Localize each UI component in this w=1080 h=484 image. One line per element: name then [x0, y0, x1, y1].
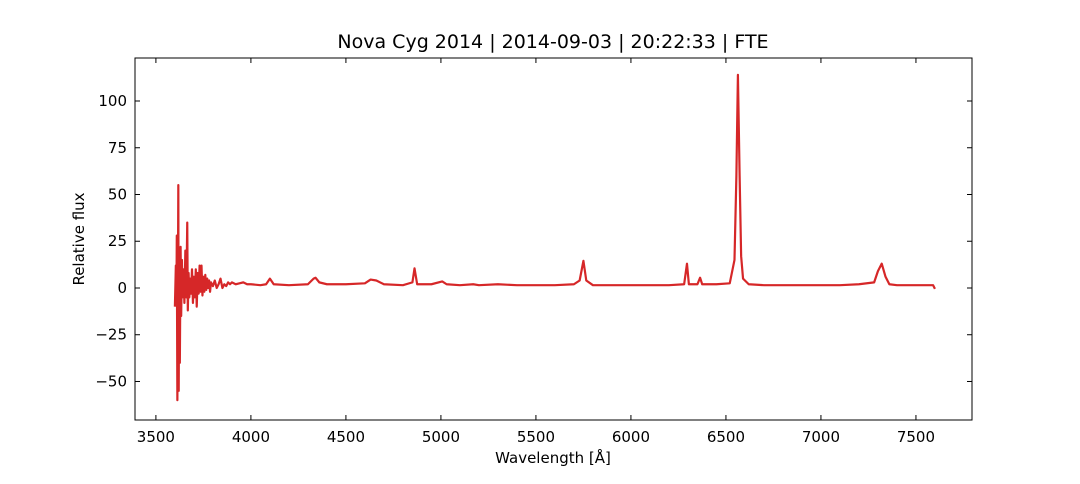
plot-frame [134, 57, 973, 421]
y-tick-label: 100 [98, 92, 127, 110]
x-tick-label: 4000 [232, 428, 270, 446]
x-tick-label: 5500 [517, 428, 555, 446]
y-tick-label: −25 [95, 326, 127, 344]
x-tick-label: 4500 [327, 428, 365, 446]
y-axis-label: Relative flux [70, 192, 88, 285]
y-tick-label: −50 [95, 372, 127, 390]
chart-title: Nova Cyg 2014 | 2014-09-03 | 20:22:33 | … [337, 31, 768, 53]
y-tick-label: 50 [108, 185, 127, 203]
x-tick-label: 3500 [137, 428, 175, 446]
x-tick-label: 7000 [802, 428, 840, 446]
x-tick-label: 6500 [707, 428, 745, 446]
spectrum-line [173, 73, 936, 402]
x-tick-label: 6000 [612, 428, 650, 446]
x-axis-label: Wavelength [Å] [495, 448, 611, 467]
x-tick-label: 5000 [422, 428, 460, 446]
y-tick-label: 0 [117, 279, 127, 297]
y-tick-label: 25 [108, 232, 127, 250]
x-tick-label: 7500 [897, 428, 935, 446]
y-tick-label: 75 [108, 139, 127, 157]
